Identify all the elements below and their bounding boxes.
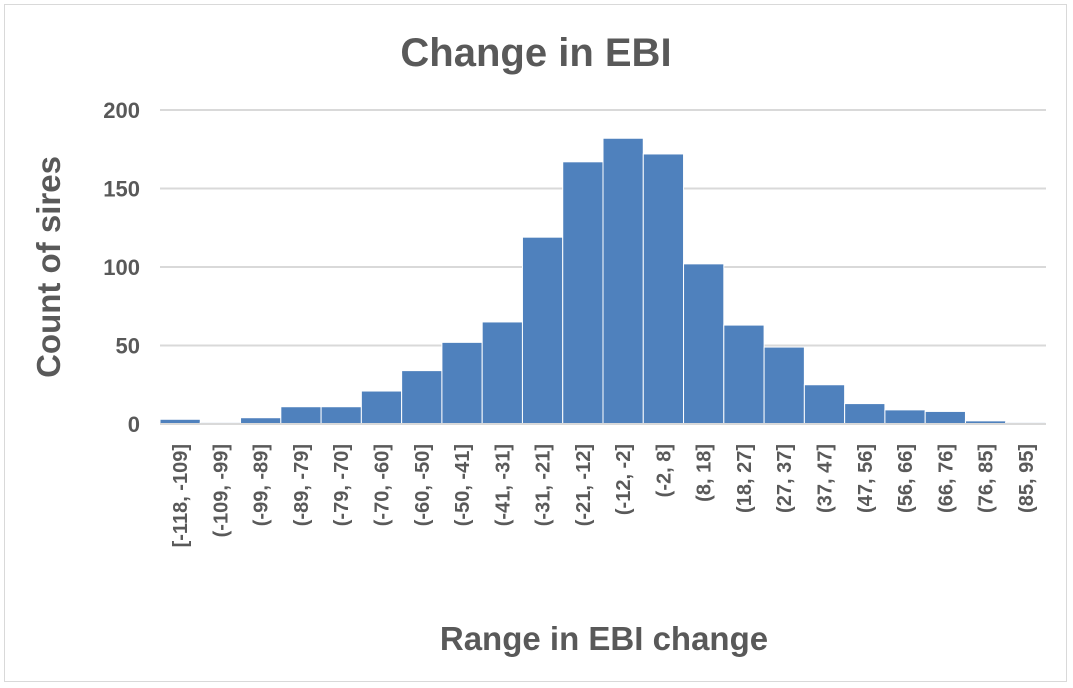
histogram-bar [723, 324, 765, 425]
y-tick-label: 200 [103, 98, 140, 123]
histogram-bar [844, 403, 886, 425]
x-tick-label: (18, 27] [734, 444, 756, 513]
x-tick-label: (66, 76] [935, 444, 957, 513]
x-tick-label: (-109, -99] [210, 444, 232, 537]
x-tick-label: (-2, 8] [653, 444, 675, 497]
x-tick-label: (-99, -89] [251, 444, 273, 526]
x-tick-label: (-12, -2] [613, 444, 635, 515]
histogram-bar [683, 263, 725, 425]
histogram-bar [642, 153, 685, 425]
x-tick-label: (-50, -41] [452, 444, 474, 526]
x-tick-label: (47, 56] [855, 444, 877, 513]
y-tick-label: 150 [103, 177, 140, 202]
x-tick-label: [-118, -109] [170, 444, 192, 547]
y-tick-label: 100 [103, 255, 140, 280]
x-tick-label: (-31, -21] [533, 444, 555, 526]
x-tick-label: (-89, -79] [291, 444, 313, 526]
histogram-bar [803, 384, 846, 425]
x-tick-label: (-70, -60] [372, 444, 394, 526]
x-tick-label: (27, 37] [774, 444, 796, 513]
x-axis-ticks: [-118, -109] (-109, -99] (-99, -89] (-89, -… [170, 444, 1038, 547]
x-tick-label: (-79, -70] [331, 444, 353, 526]
x-tick-label: (76, 85] [976, 444, 998, 513]
x-axis-title: Range in EBI change [440, 620, 768, 657]
x-tick-label: (8, 18] [694, 444, 716, 502]
x-tick-label: (37, 47] [815, 444, 837, 513]
x-tick-label: (56, 66] [895, 444, 917, 513]
x-tick-label: (-60, -50] [412, 444, 434, 526]
histogram-bar [401, 370, 443, 425]
histogram-bar [924, 410, 966, 425]
histogram-bar [763, 346, 805, 425]
x-tick-label: (85, 95] [1016, 444, 1038, 513]
histogram-bar [360, 390, 403, 425]
x-tick-label: (-41, -31] [492, 444, 514, 526]
chart-title: Change in EBI [400, 31, 671, 75]
histogram-bar [441, 341, 483, 425]
histogram-bar [320, 406, 362, 425]
histogram-bar [481, 321, 523, 425]
histogram-bar [602, 137, 644, 425]
histogram-bar [521, 236, 564, 425]
x-tick-label: (-21, -12] [573, 444, 595, 526]
y-tick-label: 0 [128, 412, 140, 437]
y-tick-label: 50 [116, 334, 140, 359]
y-axis-ticks: 0 50 100 150 200 [103, 98, 140, 437]
bars [159, 137, 1047, 425]
histogram-bar [884, 409, 926, 425]
histogram-bar [562, 161, 604, 425]
y-axis-title: Count of sires [30, 156, 67, 378]
histogram-bar [280, 406, 322, 425]
